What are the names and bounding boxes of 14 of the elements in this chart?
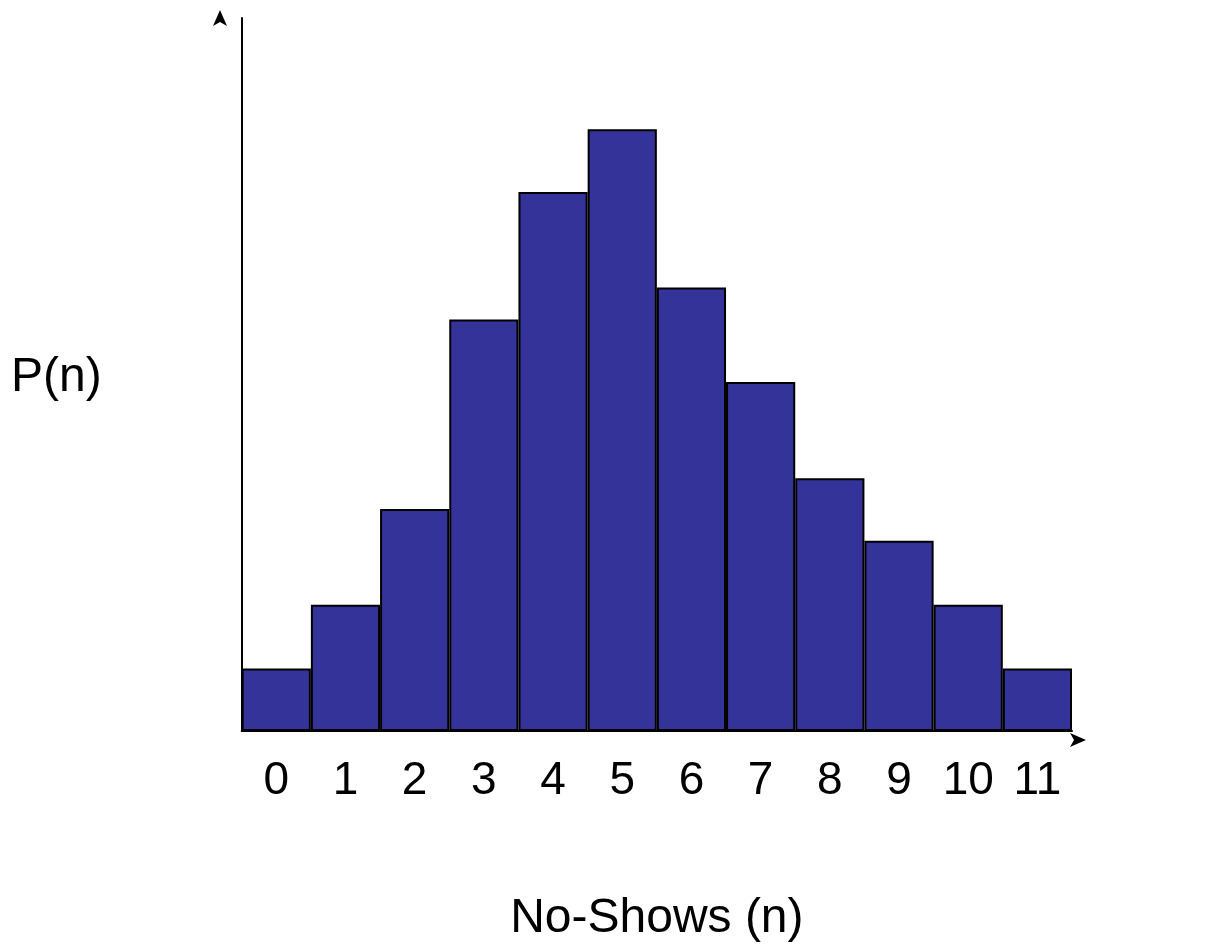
- y-axis-title: P(n): [10, 348, 102, 401]
- x-tick-label: 3: [471, 752, 497, 804]
- x-tick-label: 11: [1013, 752, 1062, 804]
- x-tick-label: 6: [678, 752, 705, 804]
- x-tick-label: 5: [609, 752, 636, 804]
- x-tick-label: 7: [747, 752, 774, 804]
- x-tick-label: 9: [886, 752, 912, 804]
- x-tick-label: 10: [942, 752, 994, 804]
- x-axis-title: No-Shows (n): [510, 888, 804, 942]
- x-tick-label: 0: [263, 752, 290, 804]
- x-tick-label: 4: [540, 752, 566, 804]
- x-tick-label: 1: [332, 752, 359, 804]
- x-tick-label: 8: [817, 752, 843, 804]
- x-tick-label: 2: [401, 752, 428, 804]
